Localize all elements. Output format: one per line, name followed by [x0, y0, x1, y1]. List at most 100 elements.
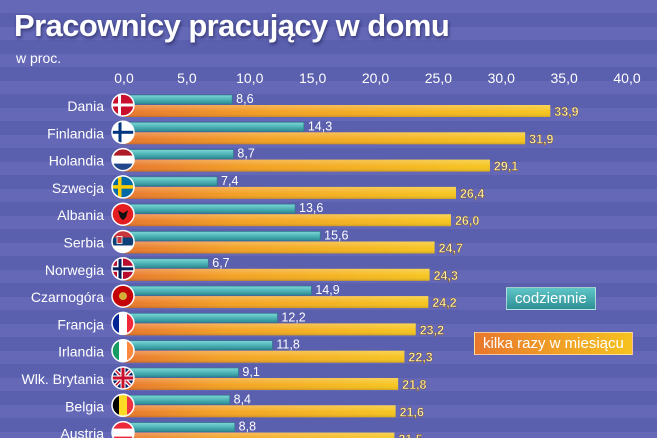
background-stripe — [0, 81, 657, 94]
x-tick-label: 35,0 — [551, 70, 578, 86]
value-label-monthly: 26,0 — [455, 214, 479, 228]
category-label: Wlk. Brytania — [22, 371, 105, 387]
bar-daily — [123, 340, 273, 351]
bar-daily — [123, 285, 312, 296]
flag-icon — [111, 93, 135, 117]
background-stripe — [0, 54, 657, 67]
value-label-daily: 12,2 — [281, 310, 305, 324]
flag-icon — [111, 338, 135, 363]
bar-monthly-shade — [124, 214, 451, 227]
value-label-monthly: 21,8 — [402, 378, 426, 392]
category-label: Irlandia — [58, 344, 104, 360]
bar-monthly-shade — [124, 186, 456, 199]
flag-icon — [111, 147, 135, 172]
background-stripe — [0, 0, 657, 13]
bar-monthly-shade — [124, 296, 429, 309]
labels: 8,6 33,9 Dania 14,3 31,9 Finlandia 8,7 29,1 Hola… — [22, 92, 579, 438]
value-label-monthly: 23,2 — [420, 323, 444, 337]
bar-daily — [123, 258, 209, 269]
category-label: Holandia — [49, 153, 104, 169]
flags — [111, 93, 135, 438]
bar-daily — [123, 203, 296, 214]
value-label-daily: 8,4 — [234, 392, 251, 406]
value-label-monthly: 24,7 — [439, 242, 463, 256]
value-label-daily: 8,6 — [236, 92, 253, 106]
value-label-monthly: 31,9 — [529, 132, 553, 146]
x-axis: 0,0 5,0 10,0 15,0 20,0 25,0 30,0 35,0 40,0 — [114, 70, 641, 86]
x-tick-label: 0,0 — [114, 70, 134, 86]
value-label-daily: 11,8 — [276, 338, 299, 352]
x-tick-label: 30,0 — [488, 70, 515, 86]
value-label-daily: 8,7 — [237, 147, 254, 161]
flag-icon — [111, 420, 135, 438]
bar-daily — [123, 231, 321, 241]
value-label-daily: 9,1 — [242, 365, 259, 379]
category-label: Francja — [57, 316, 104, 332]
bar-monthly-shade — [124, 350, 405, 363]
bar-monthly-shade — [124, 378, 399, 390]
category-label: Norwegia — [45, 262, 104, 278]
bar-monthly-shade — [124, 268, 430, 281]
bar-daily — [123, 149, 234, 159]
x-tick-label: 20,0 — [362, 70, 389, 86]
chart-title: Pracownicy pracujący w domu — [14, 8, 450, 43]
bars — [123, 94, 551, 438]
bar-daily — [123, 422, 235, 432]
chart-subtitle: w proc. — [16, 50, 62, 66]
value-label-monthly: 29,1 — [494, 160, 518, 174]
flag-icon — [111, 311, 135, 336]
category-label: Dania — [67, 98, 104, 114]
value-label-monthly: 33,9 — [554, 105, 578, 119]
value-label-daily: 15,6 — [324, 229, 348, 243]
category-label: Albania — [57, 207, 104, 223]
value-label-daily: 6,7 — [212, 256, 229, 270]
flag-icon — [111, 284, 135, 308]
bar-daily — [123, 176, 218, 187]
flag-icon — [111, 257, 135, 281]
x-tick-label: 40,0 — [613, 70, 640, 86]
bar-monthly-shade — [124, 105, 551, 117]
category-label: Serbia — [64, 235, 105, 251]
legend-daily: codziennie — [506, 287, 596, 310]
x-tick-label: 10,0 — [236, 70, 263, 86]
x-tick-label: 25,0 — [425, 70, 452, 86]
category-label: Finlandia — [47, 125, 104, 141]
value-label-daily: 13,6 — [299, 201, 323, 215]
bar-monthly-shade — [124, 159, 490, 172]
bar-daily — [123, 94, 233, 105]
legend-monthly: kilka razy w miesiącu — [474, 332, 633, 355]
value-label-monthly: 26,4 — [460, 187, 484, 201]
bar-monthly-shade — [124, 405, 396, 418]
bar-monthly-shade — [124, 432, 395, 438]
bar-monthly-shade — [124, 132, 526, 145]
flag-icon — [111, 175, 135, 199]
bar-daily — [123, 367, 239, 378]
value-label-monthly: 21,6 — [400, 405, 424, 419]
flag-icon — [111, 393, 135, 418]
value-label-daily: 14,9 — [315, 283, 339, 297]
flag-icon — [111, 366, 135, 390]
category-label: Czarnogóra — [31, 289, 104, 305]
category-label: Austria — [60, 426, 104, 438]
category-label: Szwecja — [52, 180, 104, 196]
value-label-daily: 7,4 — [221, 174, 238, 188]
background-stripe — [0, 27, 657, 40]
bar-monthly-shade — [124, 241, 435, 254]
bar-daily — [123, 313, 278, 323]
flag-icon — [111, 202, 135, 226]
bar-daily — [123, 122, 305, 132]
value-label-monthly: 24,2 — [432, 296, 456, 310]
value-label-monthly: 21,5 — [398, 433, 422, 438]
x-tick-label: 5,0 — [177, 70, 197, 86]
x-tick-label: 15,0 — [299, 70, 326, 86]
bar-monthly-shade — [124, 323, 416, 336]
flag-icon — [111, 120, 135, 145]
value-label-monthly: 24,3 — [434, 269, 458, 283]
value-label-monthly: 22,3 — [408, 351, 432, 365]
bar-daily — [123, 394, 230, 405]
value-label-daily: 8,8 — [239, 420, 256, 434]
category-label: Belgia — [65, 398, 104, 414]
value-label-daily: 14,3 — [308, 119, 332, 133]
flag-icon — [111, 229, 135, 254]
